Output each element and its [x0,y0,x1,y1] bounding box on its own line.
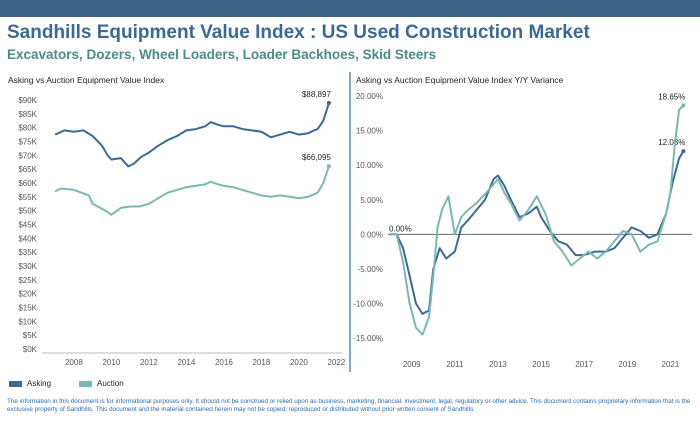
left-x-tick-label: 2018 [252,358,270,367]
right-x-tick-label: 2015 [532,360,550,369]
right-series-auction-end-label: 18.65% [658,92,685,101]
left-series-auction-line [54,165,330,216]
left-series-auction-end-point [326,164,331,169]
left-series-asking-end-point [326,101,331,106]
legend-label-asking: Asking [27,379,52,388]
left-y-tick-label: $65K [18,165,37,174]
left-x-tick-label: 2014 [177,358,195,367]
left-x-tick-label: 2010 [102,358,120,367]
right-x-tick-label: 2011 [446,360,464,369]
left-x-tick-label: 2008 [65,358,83,367]
left-x-tick-label: 2016 [215,358,233,367]
left-y-tick-label: $0K [23,345,38,354]
page-title: Sandhills Equipment Value Index : US Use… [7,22,590,43]
right-x-tick-label: 2009 [403,360,421,369]
left-y-tick-label: $60K [18,179,37,188]
left-y-tick-label: $25K [18,276,37,285]
left-y-tick-label: $85K [18,110,37,119]
left-y-tick-label: $15K [18,304,37,313]
right-y-tick-label: -15.00% [353,334,383,343]
left-y-tick-label: $30K [18,262,37,271]
left-y-tick-label: $50K [18,207,37,216]
legend-swatch-auction [79,380,92,387]
right-y-tick-label: 0.00% [360,230,383,239]
right-zero-label: 0.00% [389,224,412,233]
left-series-asking-line [54,102,330,168]
left-series-auction-end-label: $66,095 [302,153,331,162]
left-y-tick-label: $45K [18,221,37,230]
page-subtitle: Excavators, Dozers, Wheel Loaders, Loade… [7,47,437,62]
right-series-auction-end-point [681,103,686,108]
right-series-asking-end-label: 12.03% [658,138,685,147]
right-y-tick-label: -5.00% [358,265,383,274]
right-x-tick-label: 2017 [575,360,593,369]
left-y-tick-label: $40K [18,234,37,243]
right-series-asking-end-point [681,149,686,154]
left-x-tick-label: 2022 [327,358,345,367]
left-y-tick-label: $20K [18,290,37,299]
left-chart-title: Asking vs Auction Equipment Value Index [8,75,165,85]
left-x-tick-label: 2012 [140,358,158,367]
left-y-tick-label: $55K [18,193,37,202]
right-x-tick-label: 2013 [489,360,507,369]
right-series-auction-line [390,104,685,336]
footer-disclaimer: The information in this document is for … [7,398,691,413]
left-y-tick-label: $90K [18,96,37,105]
legend-swatch-asking [9,380,22,387]
left-y-tick-label: $75K [18,138,37,147]
legend-item-asking: Asking [9,379,51,388]
right-y-tick-label: 15.00% [356,127,383,136]
left-x-tick-label: 2020 [290,358,308,367]
right-y-tick-label: -10.00% [353,300,383,309]
legend-label-auction: Auction [97,379,124,388]
header-bar [0,0,700,17]
right-y-tick-label: 10.00% [356,161,383,170]
legend-item-auction: Auction [79,379,124,388]
left-y-tick-label: $10K [18,317,37,326]
left-y-tick-label: $80K [18,124,37,133]
right-x-tick-label: 2019 [618,360,636,369]
right-series-asking-line [390,150,685,315]
left-series-asking-end-label: $88,897 [302,90,331,99]
left-y-tick-label: $70K [18,151,37,160]
right-chart-title: Asking vs Auction Equipment Value Index … [356,75,564,85]
left-y-tick-label: $35K [18,248,37,257]
right-x-tick-label: 2021 [662,360,680,369]
right-y-tick-label: 5.00% [360,196,383,205]
right-y-tick-label: 20.00% [356,92,383,101]
left-y-tick-label: $5K [23,331,38,340]
